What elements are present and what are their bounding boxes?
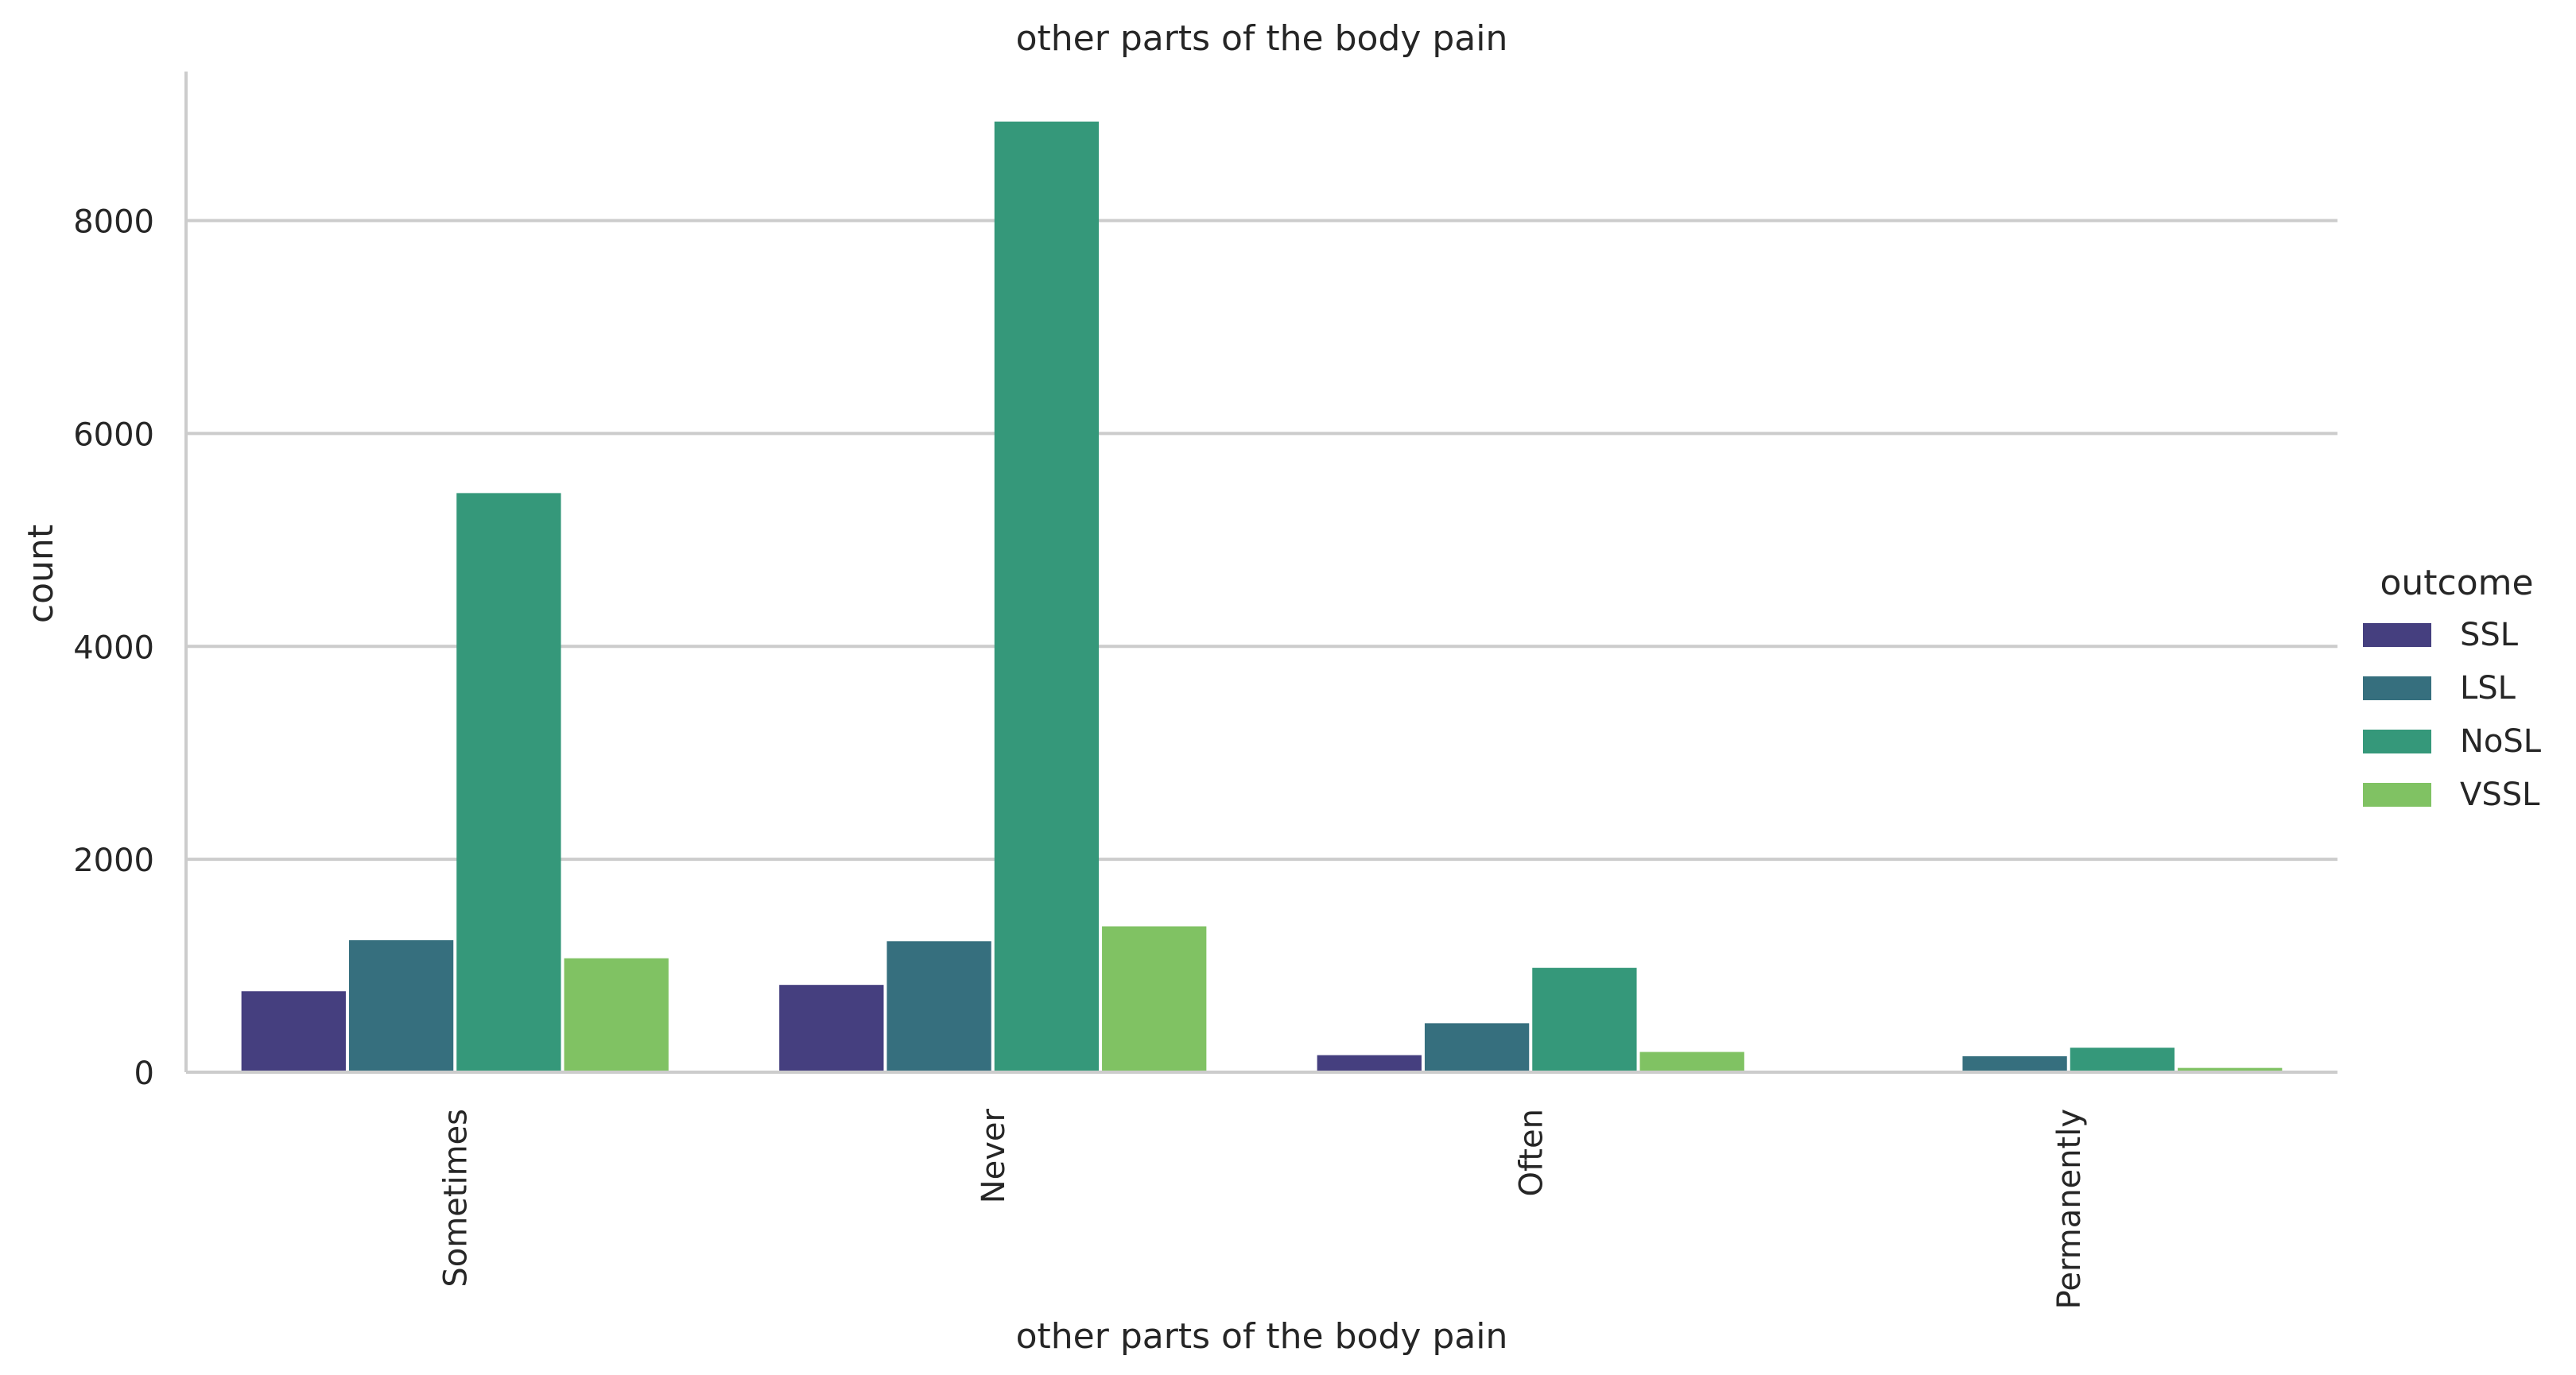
legend-swatch <box>2363 623 2431 647</box>
x-tick-label: Sometimes <box>437 1109 474 1288</box>
y-tick-label: 6000 <box>73 416 154 453</box>
bar-lsl <box>886 941 991 1072</box>
x-tick-label: Often <box>1513 1109 1550 1197</box>
axes <box>184 72 2337 1074</box>
bar-nosl <box>994 121 1100 1073</box>
bar-nosl <box>456 493 561 1072</box>
y-tick-label: 4000 <box>73 629 154 666</box>
bar-lsl <box>1424 1023 1530 1072</box>
x-tick-labels: Sometimes Never Often Permanently <box>437 1108 2088 1309</box>
y-tick-labels: 0 2000 4000 6000 8000 <box>73 204 154 1092</box>
legend-swatch <box>2363 730 2431 753</box>
legend-label: VSSL <box>2460 777 2540 813</box>
bar-lsl <box>348 939 454 1072</box>
bar-vssl <box>1639 1052 1744 1072</box>
y-tick-label: 8000 <box>73 204 154 241</box>
bar-ssl <box>241 991 346 1072</box>
legend-items: SSL LSL NoSL VSSL <box>2363 617 2542 813</box>
legend-label: LSL <box>2460 670 2516 707</box>
bars <box>241 121 2283 1073</box>
bar-nosl <box>1532 967 1637 1072</box>
y-tick-label: 0 <box>134 1055 154 1092</box>
y-tick-label: 2000 <box>73 842 154 879</box>
y-axis-label: count <box>21 525 61 623</box>
bar-lsl <box>1962 1055 2067 1072</box>
bar-ssl <box>1317 1055 1422 1072</box>
legend-swatch <box>2363 783 2431 807</box>
x-tick-label: Never <box>976 1108 1012 1203</box>
x-axis-label: other parts of the body pain <box>1016 1316 1508 1357</box>
x-tick-label: Permanently <box>2051 1109 2088 1309</box>
legend-title: outcome <box>2380 563 2533 603</box>
bar-vssl <box>1102 926 1207 1072</box>
legend-label: NoSL <box>2460 723 2542 760</box>
bar-vssl <box>564 958 669 1072</box>
chart-title: other parts of the body pain <box>1016 18 1508 59</box>
bar-vssl <box>2178 1067 2283 1072</box>
bar-nosl <box>2070 1048 2175 1072</box>
legend: outcome SSL LSL NoSL VSSL <box>2363 563 2542 813</box>
legend-swatch <box>2363 676 2431 700</box>
legend-label: SSL <box>2460 617 2519 653</box>
bar-ssl <box>779 985 884 1072</box>
